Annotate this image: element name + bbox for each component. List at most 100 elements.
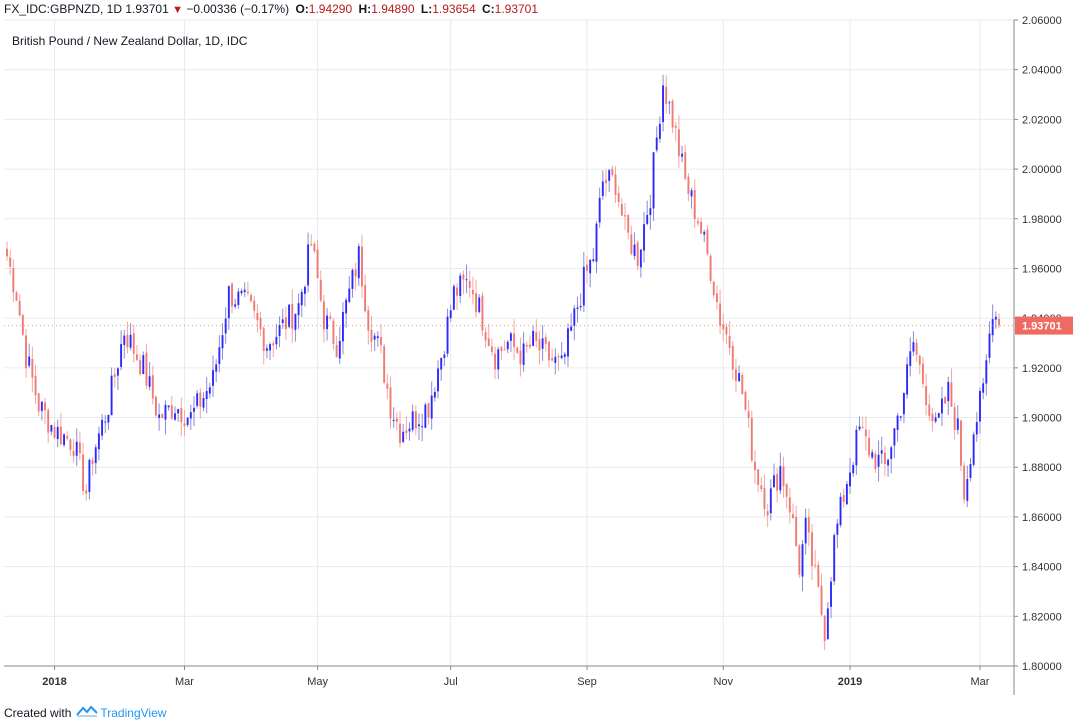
candle-body [570,326,573,331]
candle-body [167,405,170,408]
symbol-name[interactable]: FX_IDC:GBPNZD, 1D [4,2,123,16]
candle-body [421,426,424,428]
candle-body [969,464,972,478]
candle-body [269,344,272,351]
candle-body [193,407,195,412]
candle-series [6,74,1000,651]
candle-body [424,404,427,428]
candle-body [63,434,65,446]
candle-body [341,311,344,342]
candle-body [433,391,436,398]
candle-body [468,281,471,288]
candle-body [357,246,360,279]
candle-body [611,168,614,175]
change-value: −0.00336 (−0.17%) [186,2,290,16]
candle-body [890,447,893,459]
candle-body [972,434,975,465]
last-value: 1.93701 [125,2,169,16]
candle-body [104,421,107,423]
candle-body [855,429,858,466]
candle-body [662,85,665,123]
candle-body [284,317,287,330]
candle-body [690,190,693,197]
candle-body [6,248,8,257]
candle-body [982,383,985,393]
candle-body [237,291,240,305]
candle-body [541,338,544,349]
candle-body [31,359,34,378]
candle-body [817,565,820,587]
candle-body [177,409,180,414]
last-price-marker: 1.93701 [4,316,1073,335]
candle-body [348,288,351,302]
candle-body [525,344,528,347]
candle-body [481,295,484,331]
candle-body [709,255,712,281]
candle-body [887,459,890,466]
candle-body [820,585,823,615]
candle-body [91,460,94,465]
footer-prefix: Created with [4,705,72,720]
candle-body [544,337,547,344]
candle-body [82,454,85,491]
time-axis[interactable]: 2018 Mar May Jul Sep Nov 2019 Mar [42,666,990,688]
candle-body [56,426,59,440]
candle-body [532,330,535,346]
candle-body [475,293,478,313]
low-value: 1.93654 [432,2,476,16]
candle-body [963,465,966,500]
footer-attribution: Created with TradingView [4,705,166,720]
y-tick-label: 1.98000 [1022,214,1062,226]
candle-body [703,231,706,235]
candle-body [316,249,319,279]
candle-body [576,307,579,309]
candle-body [386,383,389,389]
candle-body [535,332,538,341]
candle-body [852,464,855,474]
candle-body [734,369,737,381]
candle-body [18,301,21,316]
x-tick-label: Nov [713,676,733,688]
candle-body [265,348,268,351]
candle-body [338,340,341,359]
candle-body [205,391,208,400]
tradingview-link[interactable]: TradingView [100,705,167,720]
tradingview-logo-icon[interactable] [76,705,99,720]
candle-body [960,420,962,466]
candle-body [684,152,687,179]
candle-body [608,170,611,181]
candle-body [744,392,747,410]
candle-body [66,436,69,439]
candle-body [132,333,135,354]
candle-body [430,395,433,419]
candle-body [161,413,164,418]
candle-body [243,289,246,293]
candle-body [345,299,348,314]
candle-body [399,423,401,443]
candle-body [760,485,763,490]
candle-body [440,357,443,370]
candle-body [373,335,376,340]
candle-body [937,413,940,418]
candle-body [522,343,525,365]
candle-body [97,433,100,450]
candle-body [814,564,817,566]
candle-body [925,386,928,406]
candle-body [801,544,804,577]
candle-body [437,368,439,392]
candle-body [696,221,699,224]
candle-body [807,517,810,533]
last-price-badge [1015,316,1073,335]
candle-body [627,215,630,233]
candle-body [586,264,588,271]
candle-body [303,286,306,294]
price-axis[interactable]: 1.80000 1.82000 1.84000 1.86000 1.88000 1.900… [1014,15,1062,673]
candle-body [294,314,297,330]
candle-body [329,316,332,319]
candle-body [414,411,417,429]
candle-body [842,495,845,502]
candle-body [798,545,801,575]
candle-body [681,153,684,157]
candle-body [170,405,173,419]
